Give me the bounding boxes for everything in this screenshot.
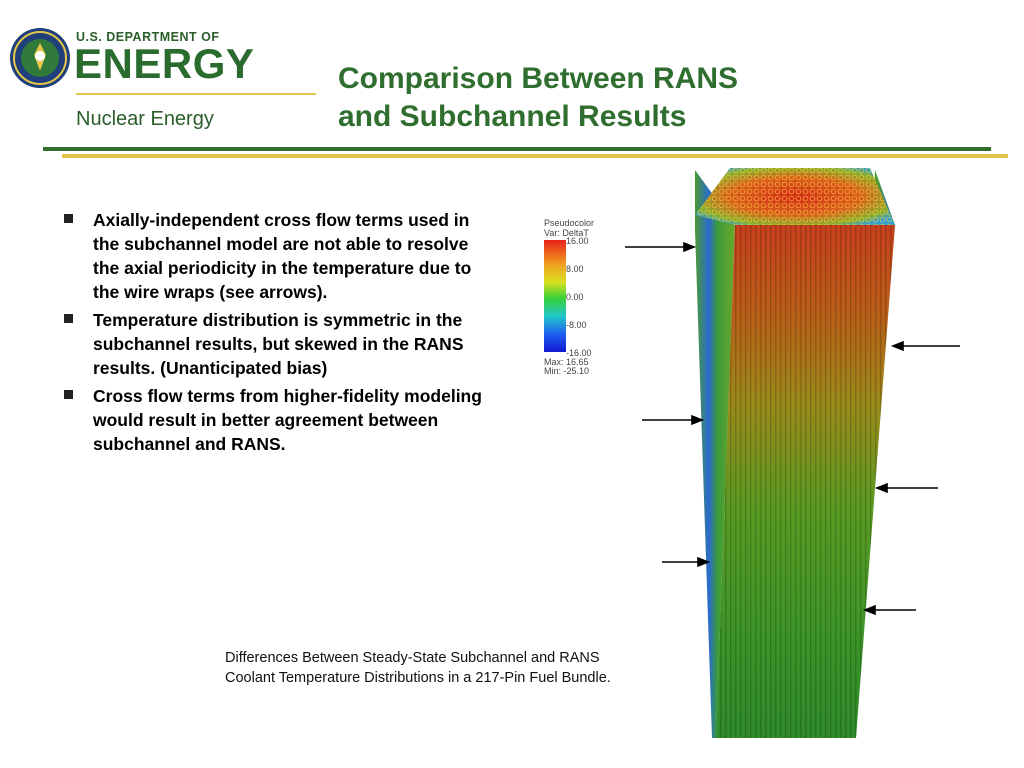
legend-variable: Var: DeltaT (544, 228, 589, 238)
agency-line: U.S. DEPARTMENT OF (76, 30, 220, 44)
legend-tick: -16.00 (566, 348, 592, 358)
bullet-list: Axially-independent cross flow terms use… (62, 208, 494, 460)
slide-title: Comparison Between RANS and Subchannel R… (338, 60, 738, 136)
title-line-2: and Subchannel Results (338, 100, 687, 133)
color-legend: Pseudocolor Var: DeltaT 16.00 8.00 0.00 … (542, 218, 612, 378)
legend-min: Min: -25.10 (544, 366, 590, 376)
office-name: Nuclear Energy (76, 108, 214, 130)
bullet-item: Temperature distribution is symmetric in… (62, 308, 494, 380)
legend-max: Max: 16.65 (544, 357, 589, 367)
doe-seal-logo (10, 28, 70, 88)
legend-tick: 16.00 (566, 236, 589, 246)
agency-name: ENERGY (74, 40, 255, 87)
legend-plot-type: Pseudocolor (544, 218, 595, 228)
bullet-square-icon (64, 314, 73, 323)
header-divider (76, 93, 316, 95)
legend-tick: 0.00 (566, 292, 584, 302)
bullet-text: Cross flow terms from higher-fidelity mo… (93, 386, 482, 454)
bullet-item: Axially-independent cross flow terms use… (62, 208, 494, 304)
caption-line-2: Coolant Temperature Distributions in a 2… (225, 670, 611, 686)
legend-tick: 8.00 (566, 264, 584, 274)
title-line-1: Comparison Between RANS (338, 62, 739, 95)
bullet-item: Cross flow terms from higher-fidelity mo… (62, 384, 494, 456)
bullet-square-icon (64, 214, 73, 223)
bullet-text: Axially-independent cross flow terms use… (93, 210, 472, 302)
caption-line-1: Differences Between Steady-State Subchan… (225, 650, 600, 666)
figure-caption: Differences Between Steady-State Subchan… (225, 648, 611, 688)
bullet-square-icon (64, 390, 73, 399)
annotation-arrows (625, 241, 960, 616)
title-rule-green (43, 147, 991, 151)
legend-color-bar (544, 240, 566, 352)
fuel-bundle-visualization (625, 168, 960, 738)
title-rule-gold (62, 154, 1008, 158)
bullet-text: Temperature distribution is symmetric in… (93, 310, 464, 378)
legend-tick: -8.00 (566, 320, 587, 330)
